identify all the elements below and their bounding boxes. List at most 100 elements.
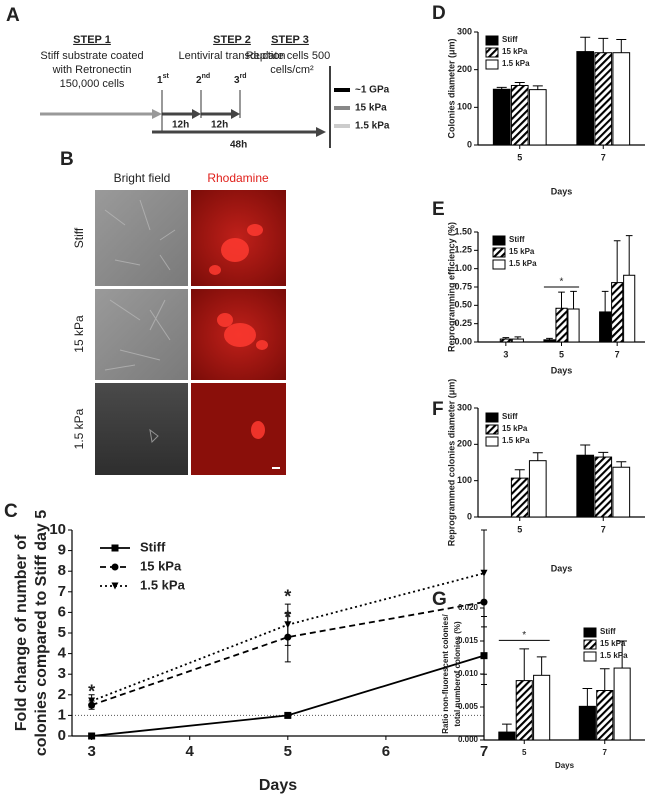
legend-label: Stiff xyxy=(600,627,616,636)
bar xyxy=(492,88,511,146)
y-tick-label: 8 xyxy=(58,562,66,579)
y-tick-label: 3 xyxy=(58,665,66,682)
interval-label: 48h xyxy=(230,140,247,151)
step-title: STEP 1 xyxy=(73,34,111,46)
interval-label: 12h xyxy=(211,120,228,131)
legend-label: 1.5 kPa xyxy=(509,259,537,268)
bar xyxy=(594,456,613,518)
legend-swatch xyxy=(492,259,506,270)
error-bar xyxy=(502,723,512,733)
error-bar xyxy=(617,640,627,669)
legend-marker xyxy=(111,544,119,552)
timeline xyxy=(40,66,331,148)
micrograph xyxy=(95,383,188,475)
y-tick-label: 0.000 xyxy=(458,735,479,744)
marker xyxy=(284,621,292,629)
legend-label: Stiff xyxy=(502,412,518,421)
y-tick-label: 100 xyxy=(457,102,472,112)
step-title: STEP 2 xyxy=(213,34,251,46)
bar xyxy=(510,477,529,518)
x-tick-label: 7 xyxy=(615,349,620,359)
bar xyxy=(599,311,612,343)
error-bar xyxy=(616,39,627,53)
annotation: * xyxy=(560,277,564,288)
y-tick-label: 7 xyxy=(58,583,66,600)
panel-label: A xyxy=(6,5,20,26)
legend-swatch xyxy=(334,124,350,128)
row-label: 1.5 kPa xyxy=(72,408,86,449)
legend-label: 1.5 kPa xyxy=(355,121,390,132)
bar xyxy=(611,282,624,343)
x-tick-label: 3 xyxy=(87,743,95,760)
row-label: 15 kPa xyxy=(72,315,86,353)
y-tick-label: 2 xyxy=(58,686,66,703)
error-bar xyxy=(558,291,565,309)
error-bar xyxy=(625,235,633,276)
legend-swatch xyxy=(485,59,499,70)
y-tick-label: 10 xyxy=(49,521,66,538)
error-bar xyxy=(613,240,621,283)
y-tick-label: 5 xyxy=(58,624,66,641)
y-axis-label: Colonies diameter (μm) xyxy=(446,38,456,138)
error-bar xyxy=(514,336,522,340)
y-tick-label: 0.25 xyxy=(454,318,472,328)
y-tick-label: 1.25 xyxy=(454,245,472,255)
error-bar xyxy=(616,461,627,468)
legend-swatch xyxy=(485,436,499,447)
legend-label: Stiff xyxy=(502,35,518,44)
bar xyxy=(596,690,614,741)
error-bar xyxy=(580,36,591,52)
y-tick-label: 0 xyxy=(467,511,472,521)
y-tick-label: 4 xyxy=(58,645,67,662)
y-tick-label: 0.005 xyxy=(458,702,479,711)
x-tick-label: 5 xyxy=(517,152,522,162)
y-tick-label: 0 xyxy=(58,727,66,744)
legend-label: 15 kPa xyxy=(509,247,535,256)
bar xyxy=(510,84,529,146)
legend-swatch xyxy=(334,106,350,110)
y-tick-label: 0.50 xyxy=(454,300,472,310)
bar xyxy=(555,307,568,343)
step-text: with Retronectin xyxy=(52,64,132,76)
bar xyxy=(612,52,631,146)
error-bar xyxy=(601,290,609,312)
bar xyxy=(543,339,556,343)
x-tick-label: 4 xyxy=(186,743,195,760)
step-text: cells/cm² xyxy=(270,64,314,76)
y-tick-label: 0.010 xyxy=(458,669,479,678)
y-tick-label: 1.00 xyxy=(454,263,472,273)
error-bar xyxy=(570,290,577,309)
y-axis-label: total numberof colonies (%) xyxy=(453,621,462,727)
x-axis-label: Days xyxy=(551,186,573,196)
panel-label: B xyxy=(60,149,74,170)
marker xyxy=(88,732,96,740)
y-axis-label: Reprogrammed colonies diameter (μm) xyxy=(446,379,456,547)
x-axis-label: Days xyxy=(551,563,573,573)
y-tick-label: 0.75 xyxy=(454,281,472,291)
y-tick-label: 1.50 xyxy=(454,226,472,236)
y-tick-label: 300 xyxy=(457,402,472,412)
row-label: Stiff xyxy=(72,227,86,248)
legend-label: 15 kPa xyxy=(502,47,528,56)
legend-label: 15 kPa xyxy=(140,558,182,573)
x-tick-label: 5 xyxy=(522,748,527,757)
y-tick-label: 6 xyxy=(58,603,66,620)
bar xyxy=(528,89,547,146)
series-line xyxy=(91,601,485,706)
injection-label: 1st xyxy=(157,73,169,86)
injection-label: 3rd xyxy=(234,73,247,86)
legend-label: ~1 GPa xyxy=(355,85,390,96)
legend-marker xyxy=(111,563,119,571)
bar xyxy=(567,308,580,343)
micrograph xyxy=(191,190,286,286)
y-tick-label: 200 xyxy=(457,439,472,449)
x-tick-label: 7 xyxy=(601,152,606,162)
y-tick-label: 1 xyxy=(58,706,66,723)
error-bar xyxy=(536,656,547,676)
series-line xyxy=(91,654,485,737)
marker xyxy=(284,711,292,719)
legend-swatch xyxy=(485,35,499,46)
marker xyxy=(480,569,488,577)
y-tick-label: 0 xyxy=(467,139,472,149)
